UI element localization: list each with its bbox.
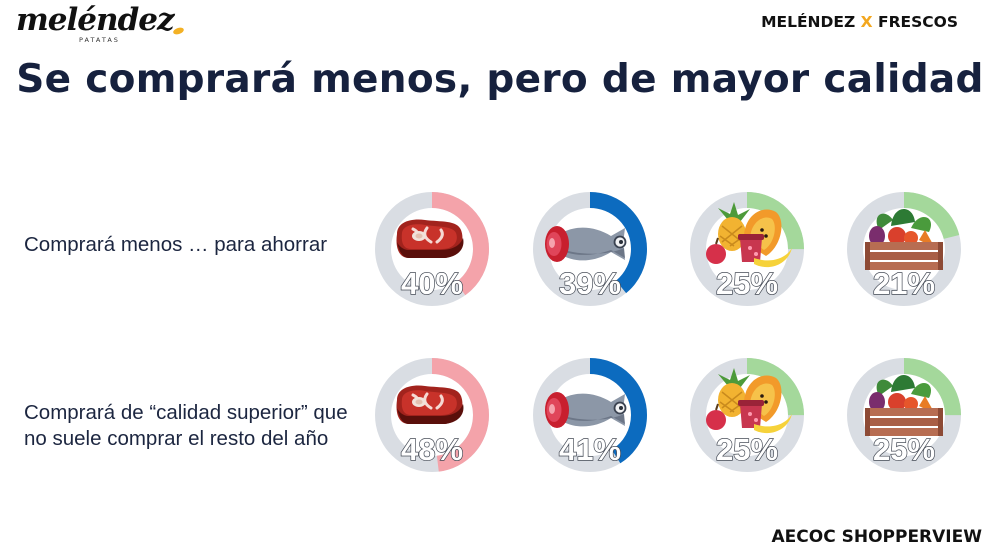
vegetables-icon xyxy=(865,208,943,270)
donut-value-label: 25% xyxy=(715,265,779,301)
donut-value-arc xyxy=(533,192,647,306)
donut-meat-row1: 40% xyxy=(369,186,495,312)
logo-wordmark: meléndez xyxy=(16,2,175,38)
donut-vegetables-row2: 25% xyxy=(841,352,967,478)
donut-value-arc xyxy=(690,192,804,306)
donut-ring xyxy=(533,358,647,472)
cobrand-title: MELÉNDEZ X FRESCOS xyxy=(761,13,958,31)
meat-icon xyxy=(396,219,464,258)
donut-fish-row1: 39% xyxy=(527,186,653,312)
donut-ring xyxy=(847,192,961,306)
donut-fruit-row1: 25% xyxy=(684,186,810,312)
logo-dot-icon xyxy=(172,26,185,36)
vegetables-icon xyxy=(865,374,943,436)
donut-ring xyxy=(375,192,489,306)
fish-icon xyxy=(545,226,627,262)
donut-value-label: 41% xyxy=(558,431,622,467)
cobrand-left: MELÉNDEZ xyxy=(761,13,856,31)
row-label-quality: Comprará de “calidad superior” que no su… xyxy=(24,401,348,450)
donut-value-arc xyxy=(690,358,804,472)
logo-subtitle: PATATAS xyxy=(79,36,120,44)
donut-value-arc xyxy=(533,358,647,472)
row-label-save: Comprará menos … para ahorrar xyxy=(24,233,328,256)
donut-meat-row2: 48% xyxy=(369,352,495,478)
donut-value-arc xyxy=(847,358,961,472)
donut-ring xyxy=(533,192,647,306)
donut-value-label: 25% xyxy=(872,431,936,467)
donut-value-label: 39% xyxy=(558,265,622,301)
donut-ring xyxy=(690,192,804,306)
meat-icon xyxy=(396,385,464,424)
donut-ring xyxy=(690,358,804,472)
donut-value-label: 40% xyxy=(400,265,464,301)
donut-fish-row2: 41% xyxy=(527,352,653,478)
donut-ring xyxy=(847,358,961,472)
donut-value-label: 25% xyxy=(715,431,779,467)
donut-value-arc xyxy=(375,358,489,472)
donut-value-arc xyxy=(847,192,961,306)
footer-brand: AECOC SHOPPERVIEW xyxy=(771,527,982,547)
donut-value-arc xyxy=(375,192,489,306)
donut-value-label: 48% xyxy=(400,431,464,467)
donut-fruit-row2: 25% xyxy=(684,352,810,478)
donut-vegetables-row1: 21% xyxy=(841,186,967,312)
page-title: Se comprará menos, pero de mayor calidad xyxy=(16,57,984,102)
fish-icon xyxy=(545,392,627,428)
donut-value-label: 21% xyxy=(872,265,936,301)
cobrand-x: X xyxy=(860,13,873,31)
fruit-icon xyxy=(706,368,792,434)
fruit-icon xyxy=(706,202,792,268)
cobrand-right: FRESCOS xyxy=(878,13,958,31)
donut-ring xyxy=(375,358,489,472)
melendez-logo: meléndez PATATAS xyxy=(16,2,196,48)
